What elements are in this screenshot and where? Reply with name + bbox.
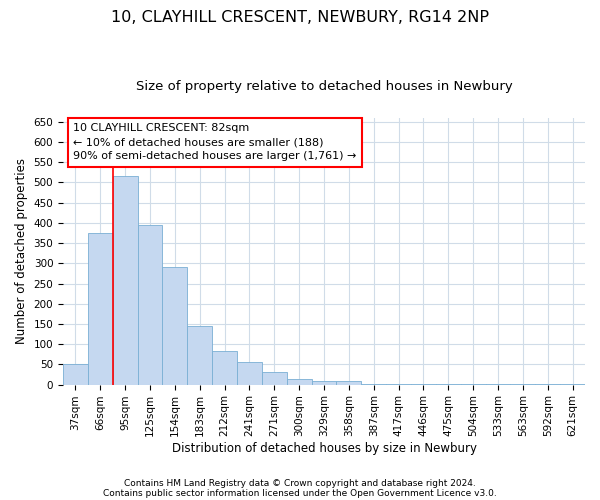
Bar [113,176,137,384]
Bar [262,372,287,384]
Bar [63,364,88,384]
Text: Contains public sector information licensed under the Open Government Licence v3: Contains public sector information licen… [103,488,497,498]
Bar [88,233,113,384]
Bar [337,380,361,384]
Bar [163,268,187,384]
Bar [137,225,163,384]
Bar [311,380,337,384]
Bar [237,362,262,384]
Y-axis label: Number of detached properties: Number of detached properties [15,158,28,344]
Text: 10 CLAYHILL CRESCENT: 82sqm
← 10% of detached houses are smaller (188)
90% of se: 10 CLAYHILL CRESCENT: 82sqm ← 10% of det… [73,123,357,161]
X-axis label: Distribution of detached houses by size in Newbury: Distribution of detached houses by size … [172,442,476,455]
Bar [287,378,311,384]
Bar [212,352,237,384]
Text: 10, CLAYHILL CRESCENT, NEWBURY, RG14 2NP: 10, CLAYHILL CRESCENT, NEWBURY, RG14 2NP [111,10,489,25]
Text: Contains HM Land Registry data © Crown copyright and database right 2024.: Contains HM Land Registry data © Crown c… [124,478,476,488]
Bar [187,326,212,384]
Title: Size of property relative to detached houses in Newbury: Size of property relative to detached ho… [136,80,512,93]
